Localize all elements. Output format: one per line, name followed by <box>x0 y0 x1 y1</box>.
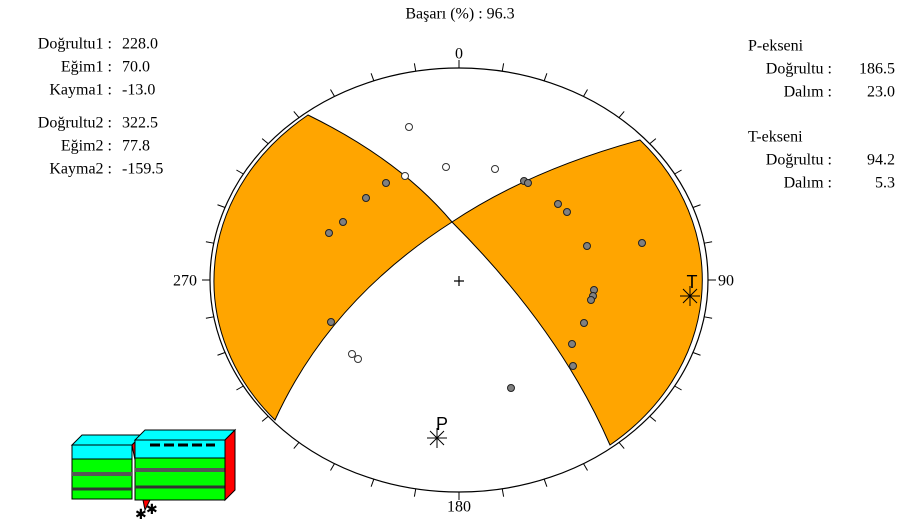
rim-tick <box>414 489 415 497</box>
north-label: 0 <box>455 46 463 63</box>
rim-tick <box>544 73 547 81</box>
rim-tick <box>704 242 712 243</box>
plane-value: 322.5 <box>122 115 158 132</box>
axis-title: T-ekseni <box>748 129 803 146</box>
axis-value: 23.0 <box>867 84 895 101</box>
compression-region <box>214 115 452 420</box>
rim-tick <box>371 479 374 487</box>
rim-tick <box>371 73 374 81</box>
axis-label: Dalım : <box>784 175 832 192</box>
rim-tick <box>544 479 547 487</box>
rim-tick <box>675 170 682 174</box>
rim-tick <box>262 139 268 144</box>
p-axis-label: P <box>436 414 448 434</box>
rim-tick <box>502 63 503 71</box>
rim-tick <box>704 317 712 318</box>
plane-label: Doğrultu2 : <box>38 115 112 132</box>
rim-tick <box>331 89 335 96</box>
axis-value: 186.5 <box>859 61 895 78</box>
compression-point <box>508 385 515 392</box>
compression-point <box>363 195 370 202</box>
rim-tick <box>236 170 243 174</box>
rim-tick <box>650 416 656 421</box>
compression-point <box>584 243 591 250</box>
west-label: 270 <box>173 273 197 290</box>
rim-tick <box>584 464 588 471</box>
compression-point <box>564 209 571 216</box>
compression-point <box>570 363 577 370</box>
compression-point <box>383 180 390 187</box>
rim-tick <box>206 317 214 318</box>
rim-tick <box>217 353 225 356</box>
plane-label: Kayma1 : <box>49 82 112 99</box>
axis-title: P-ekseni <box>748 38 804 55</box>
compression-point <box>340 219 347 226</box>
stereonet-figure: Başarı (%) : 96.3 0 90 180 270 <box>0 0 899 527</box>
compression-point <box>525 180 532 187</box>
rim-tick <box>675 386 682 390</box>
nodal-regions <box>214 115 702 445</box>
rim-tick <box>331 464 335 471</box>
rim-tick <box>619 442 624 448</box>
svg-text:✱: ✱ <box>135 508 147 523</box>
dilatation-point <box>349 351 356 358</box>
rim-tick <box>206 242 214 243</box>
compression-point <box>581 320 588 327</box>
plane-label: Doğrultu1 : <box>38 36 112 53</box>
axis-label: Dalım : <box>784 84 832 101</box>
plane-value: -159.5 <box>122 161 163 178</box>
compression-point <box>569 341 576 348</box>
plane-label: Eğim2 : <box>61 138 112 155</box>
rim-tick <box>262 416 268 421</box>
plane-label: Eğim1 : <box>61 59 112 76</box>
dilatation-point <box>402 173 409 180</box>
rim-tick <box>414 63 415 71</box>
center-cross <box>454 276 464 286</box>
dilatation-point <box>406 124 413 131</box>
east-label: 90 <box>718 273 734 290</box>
rim-tick <box>294 442 299 448</box>
dilatation-point <box>443 164 450 171</box>
svg-text:✱: ✱ <box>146 503 158 518</box>
rim-tick <box>619 111 624 117</box>
fault-block-icon: ✱ ✱ <box>72 430 235 523</box>
plane-value: -13.0 <box>122 82 155 99</box>
plane-value: 77.8 <box>122 138 150 155</box>
t-axis-label: T <box>687 272 698 292</box>
rim-tick <box>502 489 503 497</box>
rim-tick <box>650 139 656 144</box>
plane-label: Kayma2 : <box>49 161 112 178</box>
compression-point <box>588 297 595 304</box>
rim-tick <box>236 386 243 390</box>
south-label: 180 <box>447 499 471 516</box>
plane-value: 228.0 <box>122 36 158 53</box>
axis-label: Doğrultu : <box>766 152 832 169</box>
axis-label: Doğrultu : <box>766 61 832 78</box>
dilatation-point <box>492 166 499 173</box>
nodal-planes-panel: Doğrultu1 : 228.0 Eğim1 : 70.0 Kayma1 : -13.0… <box>38 36 164 178</box>
plane-value: 70.0 <box>122 59 150 76</box>
axis-value: 94.2 <box>867 152 895 169</box>
compression-point <box>326 230 333 237</box>
dilatation-point <box>355 356 362 363</box>
title: Başarı (%) : 96.3 <box>405 6 514 23</box>
axes-panel: P-ekseni Doğrultu : 186.5 Dalım : 23.0 T-ekse… <box>748 38 895 192</box>
compression-point <box>639 240 646 247</box>
rim-tick <box>294 111 299 117</box>
rim-tick <box>693 353 701 356</box>
rim-tick <box>693 205 701 208</box>
rim-tick <box>217 205 225 208</box>
axis-value: 5.3 <box>875 175 895 192</box>
compression-point <box>328 319 335 326</box>
compression-point <box>555 201 562 208</box>
rim-tick <box>584 89 588 96</box>
